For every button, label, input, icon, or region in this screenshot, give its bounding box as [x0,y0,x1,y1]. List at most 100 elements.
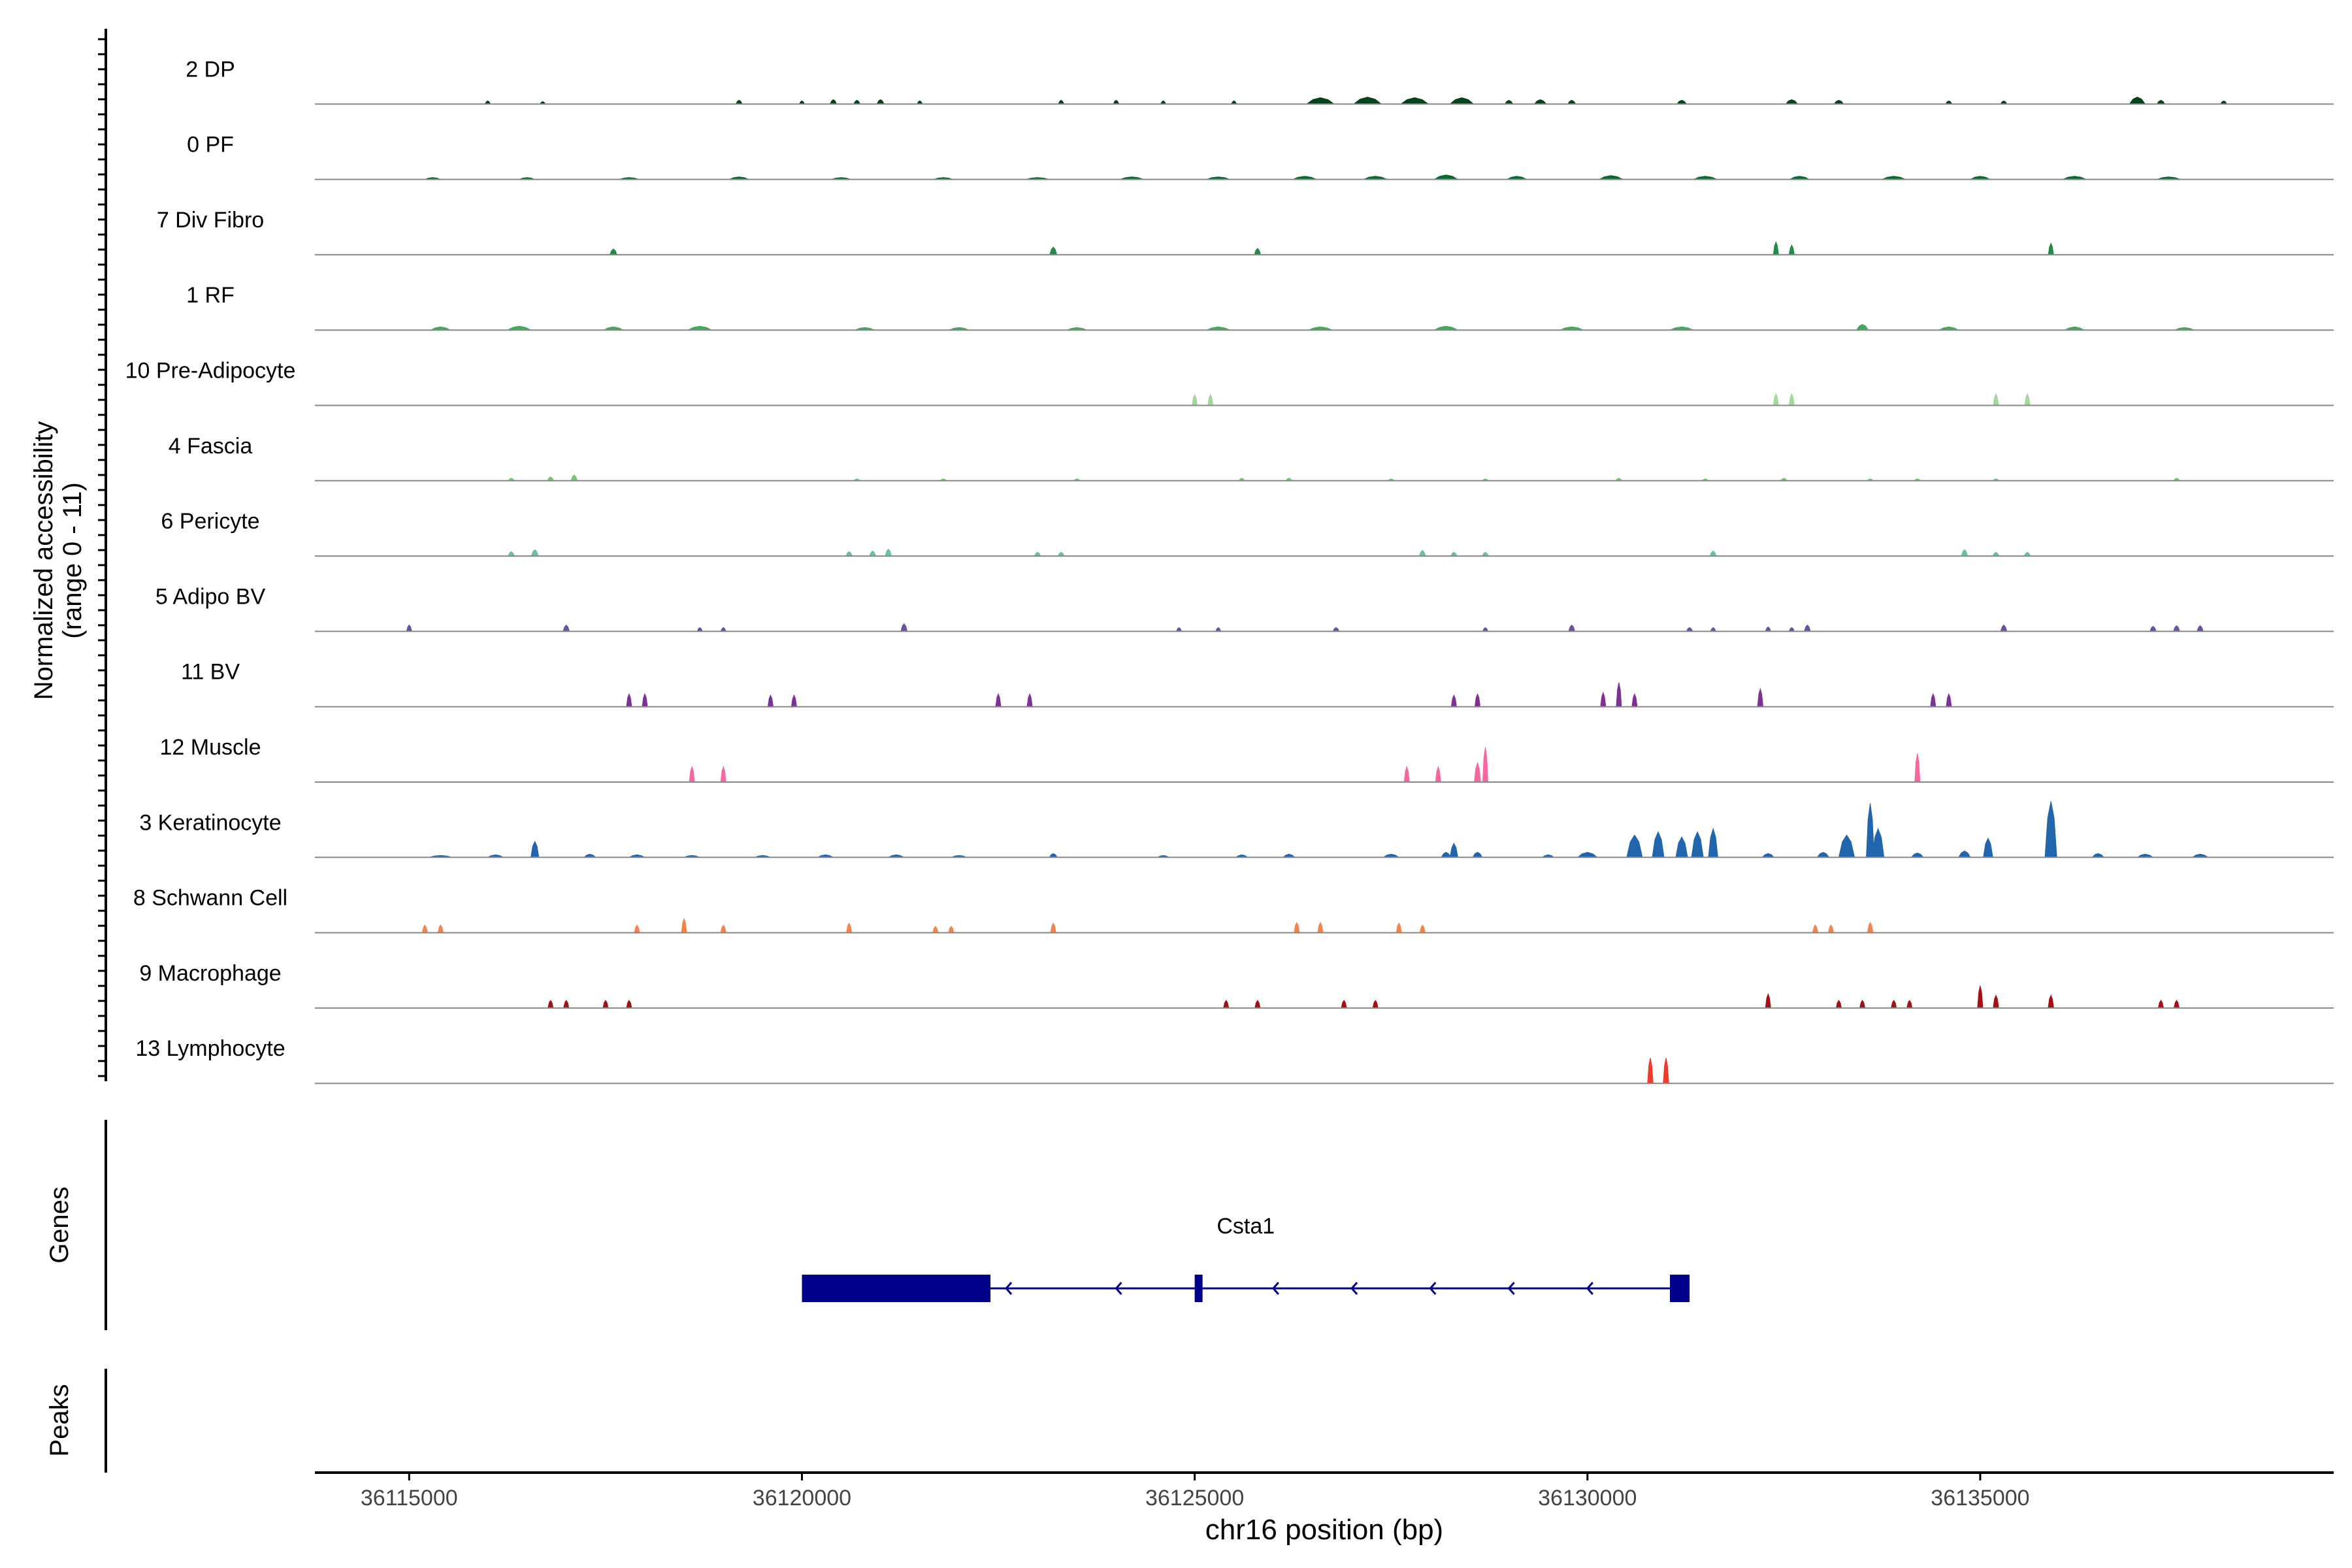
gene-exon [1194,1275,1203,1302]
coverage-peak [681,917,687,934]
strand-arrow [1115,1282,1122,1295]
track-1-rf: 1 RF [186,283,2334,331]
coverage-peak [689,765,695,783]
track-label: 5 Adipo BV [155,584,266,609]
coverage-peak [634,924,640,934]
coverage-peak [1961,549,1968,557]
coverage-peak [1765,626,1772,632]
coverage-peak [829,99,838,105]
track-8-schwann-cell: 8 Schwann Cell [133,886,2334,934]
coverage-peak [1914,753,1921,783]
coverage-peak [602,1000,609,1009]
coverage-peak [1838,834,1855,858]
x-axis-label: chr16 position (bp) [1205,1514,1443,1546]
coverage-peak [1435,765,1441,783]
track-label: 3 Keratinocyte [139,810,281,835]
coverage-peak [2173,1000,2180,1009]
coverage-peak [1785,99,1799,105]
genes-label: Genes [45,1186,74,1264]
coverage-peak [1474,761,1481,783]
coverage-peak [1305,97,1335,105]
track-label: 8 Schwann Cell [133,886,287,911]
coverage-peak [1816,851,1830,858]
strand-arrow [1271,1282,1279,1295]
coverage-peak [1891,1000,1897,1009]
coverage-peak [791,694,797,708]
coverage-peak [1827,924,1835,934]
coverage-peak [642,693,648,708]
x-axis-tick-label: 36135000 [1931,1486,2029,1511]
coverage-peak [1772,393,1779,406]
coverage-peak [1855,323,1869,331]
track-label: 1 RF [186,283,235,308]
coverage-tracks: 2 DP 0 PF 7 Div Fibro 1 RF 10 Pre-Adipocyte 4… [125,57,2334,1085]
coverage-peak [1910,852,1924,858]
coverage-peak [2172,625,2181,632]
track-label: 11 BV [181,660,240,685]
coverage-peak [1835,1000,1842,1009]
strand-arrow [1586,1282,1593,1295]
coverage-peak [1709,550,1717,557]
coverage-peak [1449,842,1458,858]
strand-arrow [1005,1282,1013,1295]
coverage-peak [1568,624,1576,632]
gene-annotation-track: Csta1 [802,1214,1690,1302]
coverage-peak [1223,1000,1230,1009]
coverage-peak [1663,1058,1669,1084]
coverage-peak [1403,765,1410,783]
coverage-peak [876,99,885,105]
coverage-peak [1803,624,1811,632]
track-label: 13 Lymphocyte [135,1036,285,1061]
coverage-peak [1192,393,1198,406]
track-label: 6 Pericyte [161,509,259,534]
x-axis-tick-label: 36130000 [1538,1486,1637,1511]
coverage-peak [1906,1000,1913,1009]
gene-name-label: Csta1 [1217,1214,1275,1239]
track-6-pericyte: 6 Pericyte [161,509,2334,557]
coverage-peak [1675,836,1688,858]
coverage-peak [995,693,1002,708]
track-0-pf: 0 PF [187,133,2334,180]
coverage-peak [1396,922,1402,934]
coverage-peak [1993,994,1999,1009]
x-axis-tick-label: 36120000 [753,1486,851,1511]
track-9-macrophage: 9 Macrophage [139,961,2334,1009]
coverage-peak [437,924,444,934]
coverage-peak [1026,693,1033,708]
x-axis-tick-label: 36115000 [361,1486,458,1511]
gene-exon [1670,1275,1690,1302]
coverage-peak [2129,97,2146,105]
coverage-peak [1441,851,1452,858]
coverage-peak [869,550,877,557]
coverage-peak [2024,393,2031,406]
coverage-peak [563,624,570,632]
coverage-peak [531,549,539,557]
coverage-peak [1399,97,1429,105]
coverage-peak [531,840,540,858]
coverage-peak [2197,625,2204,632]
track-5-adipo-bv: 5 Adipo BV [155,584,2334,632]
coverage-peak [1691,831,1704,858]
y-axis-ticks [98,38,106,1077]
peaks-label: Peaks [45,1384,74,1456]
track-label: 0 PF [187,133,234,157]
coverage-peak [1482,747,1489,783]
y-axis-label-line-1: Normalized accessibility [29,421,58,700]
coverage-peak [1788,393,1795,406]
coverage-peak [421,924,428,934]
coverage-peak [508,551,515,557]
coverage-peak [1788,244,1795,255]
coverage-peak [1946,693,1952,708]
coverage-peak [1341,1000,1347,1009]
coverage-peak [2149,625,2157,632]
coverage-peak [1983,837,1993,858]
coverage-peak [1626,834,1643,858]
track-11-bv: 11 BV [181,660,2334,708]
strand-arrow [1350,1282,1358,1295]
coverage-peak [1616,682,1622,708]
track-label: 4 Fascia [169,434,253,459]
coverage-peak [1207,393,1214,406]
coverage-peak [1772,240,1779,255]
coverage-peak [1757,687,1764,708]
coverage-peak [2000,624,2008,632]
